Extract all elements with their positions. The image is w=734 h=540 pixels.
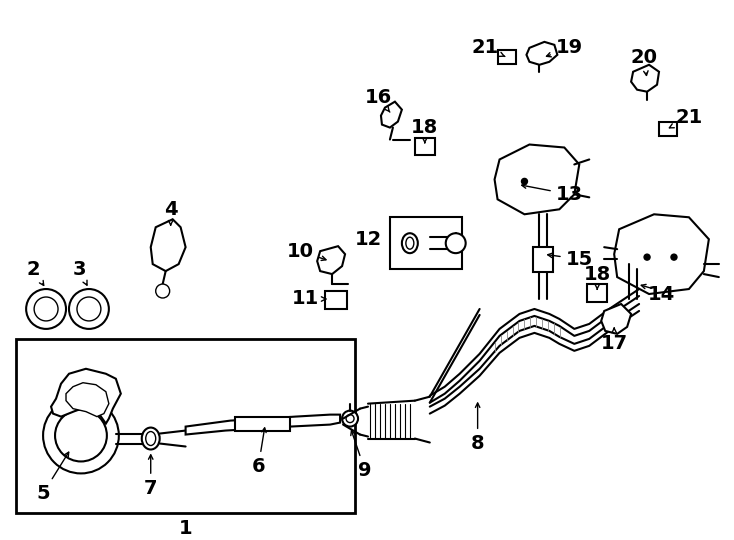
Ellipse shape bbox=[146, 431, 156, 446]
Text: 2: 2 bbox=[26, 260, 44, 286]
Circle shape bbox=[592, 290, 597, 296]
Circle shape bbox=[342, 410, 358, 427]
Circle shape bbox=[425, 144, 431, 150]
Polygon shape bbox=[495, 145, 579, 214]
Text: 7: 7 bbox=[144, 455, 158, 498]
Text: 13: 13 bbox=[522, 184, 583, 204]
Bar bbox=[415, 138, 435, 156]
Bar bbox=[587, 284, 607, 302]
Bar bbox=[534, 247, 553, 272]
Circle shape bbox=[26, 289, 66, 329]
Bar bbox=[16, 339, 355, 514]
Circle shape bbox=[34, 297, 58, 321]
Text: 19: 19 bbox=[547, 38, 583, 57]
Circle shape bbox=[671, 254, 677, 260]
Ellipse shape bbox=[406, 237, 414, 249]
Polygon shape bbox=[381, 102, 402, 127]
Circle shape bbox=[43, 397, 119, 474]
Circle shape bbox=[55, 410, 107, 462]
Text: 9: 9 bbox=[351, 431, 371, 480]
Text: 4: 4 bbox=[164, 200, 178, 225]
Circle shape bbox=[507, 55, 512, 59]
Polygon shape bbox=[601, 304, 631, 334]
Ellipse shape bbox=[402, 233, 418, 253]
Polygon shape bbox=[631, 65, 659, 92]
Text: 18: 18 bbox=[584, 265, 611, 289]
Polygon shape bbox=[150, 219, 186, 271]
Text: 15: 15 bbox=[548, 249, 593, 268]
Bar bbox=[325, 291, 347, 309]
Circle shape bbox=[669, 126, 674, 131]
Circle shape bbox=[156, 284, 170, 298]
Text: 21: 21 bbox=[472, 38, 505, 57]
Ellipse shape bbox=[142, 428, 160, 449]
Text: 1: 1 bbox=[179, 519, 192, 538]
Text: 11: 11 bbox=[291, 289, 326, 308]
Bar bbox=[659, 122, 677, 136]
Circle shape bbox=[501, 55, 506, 59]
Circle shape bbox=[663, 126, 667, 131]
Bar bbox=[390, 217, 462, 269]
Polygon shape bbox=[317, 246, 345, 274]
Circle shape bbox=[644, 254, 650, 260]
Text: 3: 3 bbox=[72, 260, 87, 285]
Circle shape bbox=[69, 289, 109, 329]
Polygon shape bbox=[186, 415, 340, 435]
Polygon shape bbox=[614, 214, 709, 294]
Circle shape bbox=[77, 297, 101, 321]
Circle shape bbox=[419, 144, 425, 150]
Polygon shape bbox=[526, 42, 557, 65]
Polygon shape bbox=[66, 383, 109, 416]
Text: 18: 18 bbox=[411, 118, 438, 143]
Text: 8: 8 bbox=[470, 403, 484, 453]
Text: 14: 14 bbox=[647, 285, 675, 303]
Bar bbox=[236, 416, 290, 430]
Text: 12: 12 bbox=[355, 230, 382, 249]
Text: 17: 17 bbox=[600, 328, 628, 353]
Text: 6: 6 bbox=[252, 428, 266, 476]
Circle shape bbox=[446, 233, 465, 253]
Text: 21: 21 bbox=[669, 108, 702, 128]
Circle shape bbox=[346, 415, 354, 423]
Circle shape bbox=[597, 290, 603, 296]
Circle shape bbox=[521, 178, 528, 184]
Bar bbox=[498, 50, 515, 64]
Text: 16: 16 bbox=[364, 88, 391, 112]
Text: 10: 10 bbox=[287, 242, 326, 261]
Polygon shape bbox=[51, 369, 121, 423]
Text: 5: 5 bbox=[36, 452, 69, 503]
Text: 20: 20 bbox=[631, 48, 658, 76]
